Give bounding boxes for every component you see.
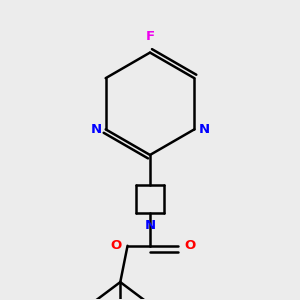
Text: N: N: [144, 219, 156, 232]
Text: N: N: [199, 123, 210, 136]
Text: N: N: [90, 123, 101, 136]
Text: F: F: [146, 30, 154, 43]
Text: O: O: [110, 239, 122, 252]
Text: O: O: [184, 239, 195, 252]
